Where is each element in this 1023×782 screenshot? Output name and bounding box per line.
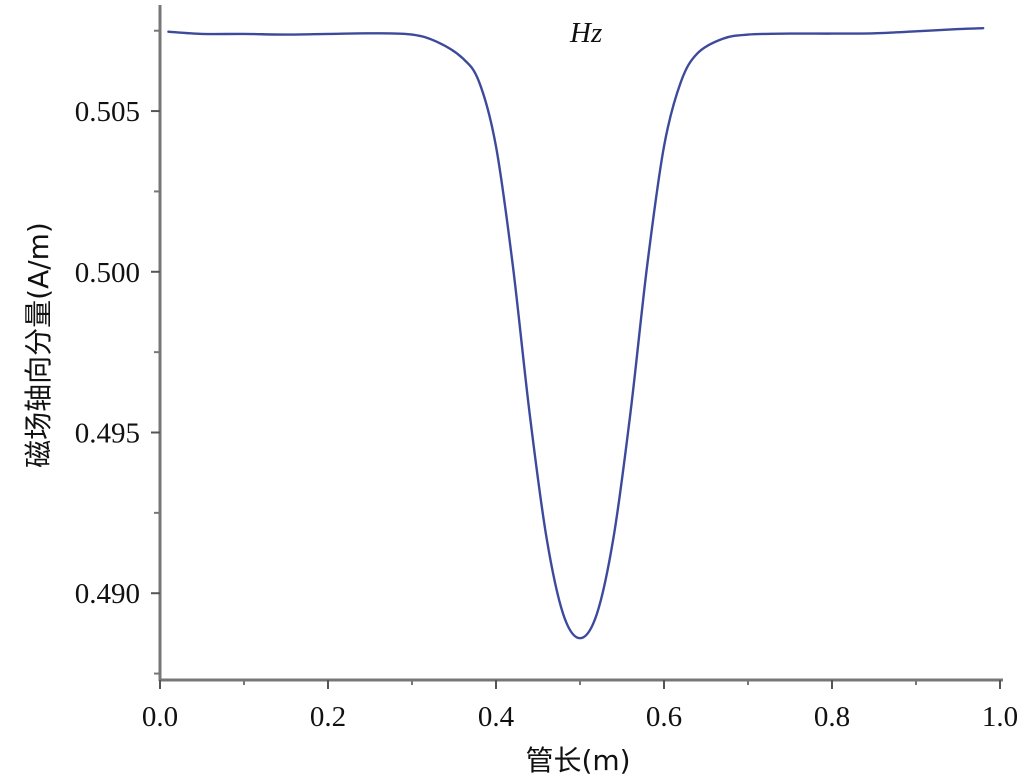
series-label: Hz [569, 17, 602, 49]
x-tick-label: 0.4 [478, 701, 515, 733]
tick-labels: 0.0 0.2 0.4 0.6 0.8 1.0 0.490 0.495 0.500 0.505 [75, 96, 1018, 733]
x-tick-label: 1.0 [982, 701, 1018, 733]
x-tick-label: 0.0 [142, 701, 178, 733]
x-tick-label: 0.2 [310, 701, 346, 733]
hz-series-line [167, 26, 985, 640]
axes [158, 5, 1003, 682]
x-tick-label: 0.8 [814, 701, 850, 733]
y-tick-label: 0.505 [75, 96, 140, 128]
y-tick-label: 0.490 [75, 578, 140, 610]
y-tick-label: 0.500 [75, 257, 140, 289]
x-tick-label: 0.6 [646, 701, 682, 733]
x-axis-title: 管长(m) [525, 744, 630, 777]
y-tick-label: 0.495 [75, 418, 140, 450]
ticks [151, 29, 1001, 689]
y-axis-title: 磁场轴向分量(A/m) [22, 222, 55, 468]
